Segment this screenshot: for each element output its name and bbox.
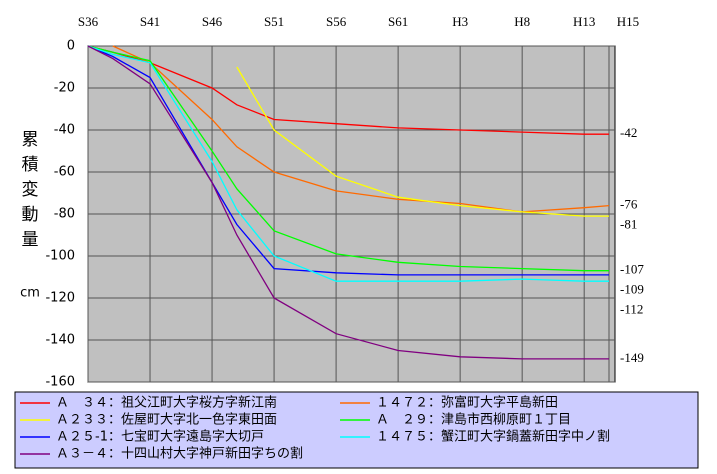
legend-label: １４７２：弥富町大字平島新田 (376, 395, 558, 411)
x-tick-label: S51 (264, 14, 284, 29)
x-tick-label: H3 (452, 14, 468, 29)
x-tick-label: S41 (140, 14, 160, 29)
series-line (236, 66, 609, 217)
x-tick-label: S46 (202, 14, 223, 29)
legend-label: Ａ３－４：十四山村大字神戸新田字ちの割 (56, 446, 303, 462)
x-tick-label: S36 (78, 14, 99, 29)
y-unit: cm (20, 286, 40, 301)
legend-label: Ａ ２９：津島市西柳原町１丁目 (376, 412, 571, 428)
end-value-label: -109 (620, 282, 644, 297)
legend-label: Ａ２５-1：七宝町大字遠島字大切戸 (56, 430, 264, 445)
legend-label: Ａ２３３：佐屋町大字北一色字東田面 (56, 412, 277, 428)
series-line (87, 45, 609, 360)
end-value-label: -76 (620, 197, 638, 212)
x-tick-label: H15 (617, 14, 639, 29)
y-tick-label: -80 (54, 207, 75, 222)
end-value-label: -42 (620, 125, 637, 140)
y-tick-label: -140 (45, 333, 75, 348)
y-tick-label: -20 (54, 81, 75, 96)
y-tick-label: -160 (45, 375, 75, 390)
x-tick-label: H8 (514, 14, 530, 29)
legend (14, 391, 699, 469)
y-tick-label: -100 (45, 249, 75, 264)
y-tick-label: 0 (67, 39, 75, 54)
x-tick-label: S61 (388, 14, 408, 29)
series-line (87, 45, 609, 272)
x-tick-label: S56 (326, 14, 347, 29)
y-axis-label: 累積変動量 (22, 130, 39, 250)
y-tick-label: -60 (54, 165, 75, 180)
end-value-label: -81 (620, 217, 637, 232)
legend-label: Ａ ３４：祖父江町大字桜方字新江南 (56, 395, 277, 411)
x-tick-label: H13 (573, 14, 595, 29)
series-line (87, 45, 609, 276)
end-value-label: -149 (620, 350, 644, 365)
y-tick-label: -40 (54, 123, 75, 138)
series-line (112, 45, 610, 213)
y-tick-label: -120 (45, 291, 75, 306)
legend-label: １４７５：蟹江町大字鍋蓋新田字中ノ割 (376, 429, 610, 445)
end-value-label: -107 (620, 262, 644, 277)
end-value-label: -112 (620, 302, 643, 317)
series-line (87, 45, 609, 282)
